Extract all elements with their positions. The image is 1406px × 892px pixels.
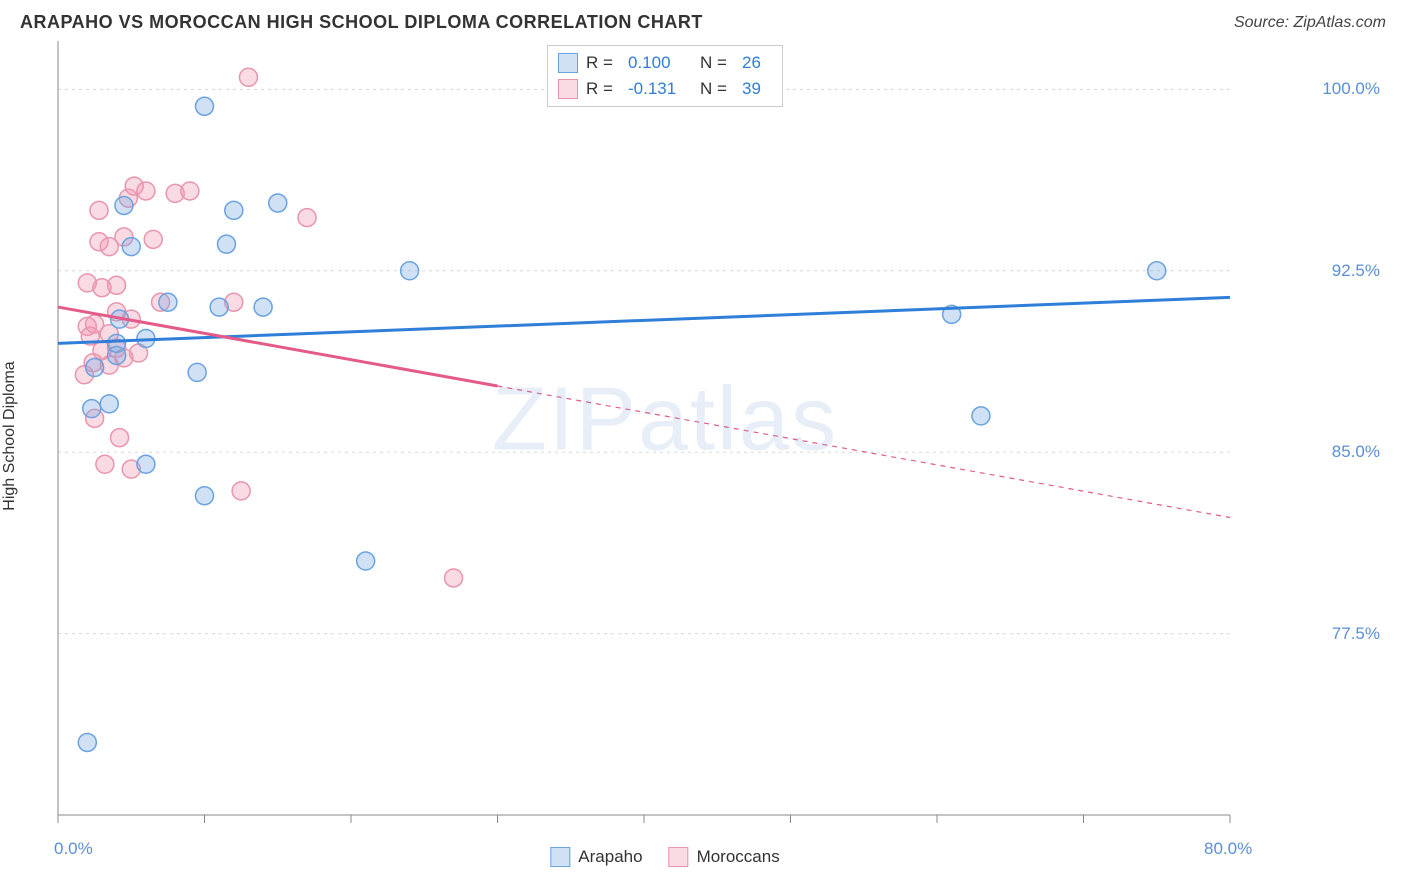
n-value-moroccans: 39 — [742, 79, 772, 99]
legend-label: Moroccans — [697, 847, 780, 867]
y-axis-label: High School Diploma — [1, 361, 19, 510]
n-label: N = — [700, 79, 734, 99]
legend-swatch-moroccans — [558, 79, 578, 99]
legend-row: R = 0.100 N = 26 — [558, 50, 772, 76]
n-value-arapaho: 26 — [742, 53, 772, 73]
legend-row: R = -0.131 N = 39 — [558, 76, 772, 102]
n-label: N = — [700, 53, 734, 73]
r-value-arapaho: 0.100 — [628, 53, 686, 73]
x-tick-label: 80.0% — [1204, 839, 1252, 859]
source-credit: Source: ZipAtlas.com — [1234, 14, 1386, 32]
legend-label: Arapaho — [578, 847, 642, 867]
y-tick-label: 92.5% — [1316, 261, 1380, 281]
x-tick-label: 0.0% — [54, 839, 93, 859]
y-tick-label: 77.5% — [1316, 624, 1380, 644]
chart-title: ARAPAHO VS MOROCCAN HIGH SCHOOL DIPLOMA … — [20, 12, 703, 33]
legend-item-moroccans: Moroccans — [669, 847, 780, 867]
legend-swatch-arapaho — [550, 847, 570, 867]
r-label: R = — [586, 53, 620, 73]
r-value-moroccans: -0.131 — [628, 79, 686, 99]
r-label: R = — [586, 79, 620, 99]
legend-swatch-moroccans — [669, 847, 689, 867]
y-tick-label: 85.0% — [1316, 442, 1380, 462]
correlation-legend: R = 0.100 N = 26 R = -0.131 N = 39 — [547, 45, 783, 107]
legend-item-arapaho: Arapaho — [550, 847, 642, 867]
series-legend: Arapaho Moroccans — [550, 847, 779, 867]
chart-area: High School Diploma ZIPatlas R = 0.100 N… — [20, 41, 1310, 831]
y-tick-label: 100.0% — [1316, 79, 1380, 99]
legend-swatch-arapaho — [558, 53, 578, 73]
